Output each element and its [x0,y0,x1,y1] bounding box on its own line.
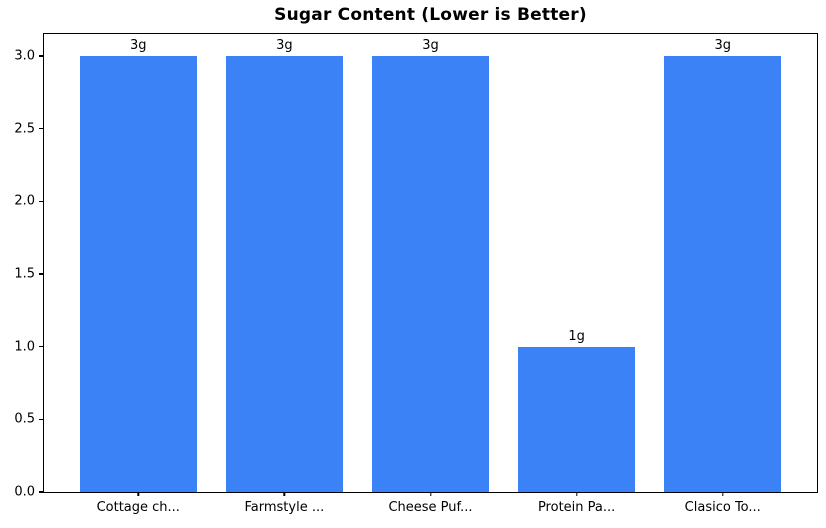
bar [225,55,343,492]
y-tick-label: 0.0 [14,484,35,500]
bar [518,346,636,492]
bar-value-label: 1g [568,328,585,344]
x-tick-label: Cottage ch... [96,500,180,515]
chart-title: Sugar Content (Lower is Better) [274,5,587,25]
y-tick-label: 0.5 [14,411,35,427]
x-tick-mark [575,492,578,496]
y-tick-label: 1.5 [14,266,35,282]
y-tick-mark [39,418,43,420]
y-tick-label: 1.0 [14,339,35,355]
bar [372,55,489,492]
bar-value-label: 3g [714,37,731,53]
x-tick-mark [429,492,432,496]
y-tick-label: 2.0 [14,193,35,209]
y-tick-mark [39,127,43,130]
bar [79,55,197,492]
y-tick-mark [39,491,43,493]
y-tick-label: 3.0 [14,48,35,64]
y-tick-mark [39,345,43,348]
x-tick-label: Cheese Puf... [388,500,473,515]
bar [664,55,782,492]
y-tick-mark [39,200,43,202]
plot-area: 0.0 0.5 1.0 1.5 2.0 2.5 3.0 3g Cottage ch... 3g Fa… [14,33,818,515]
bar-value-label: 3g [276,37,293,53]
x-tick-mark [722,492,724,496]
x-tick-label: Farmstyle ... [244,500,325,515]
y-tick-mark [39,273,43,275]
x-tick-mark [137,492,139,496]
y-tick-mark [39,55,43,57]
x-tick-mark [283,492,286,496]
x-tick-label: Clasico To... [684,500,761,515]
y-tick-label: 2.5 [14,121,35,136]
x-tick-label: Protein Pa... [537,500,616,515]
bar-value-label: 3g [129,37,147,53]
bar-value-label: 3g [422,37,439,53]
